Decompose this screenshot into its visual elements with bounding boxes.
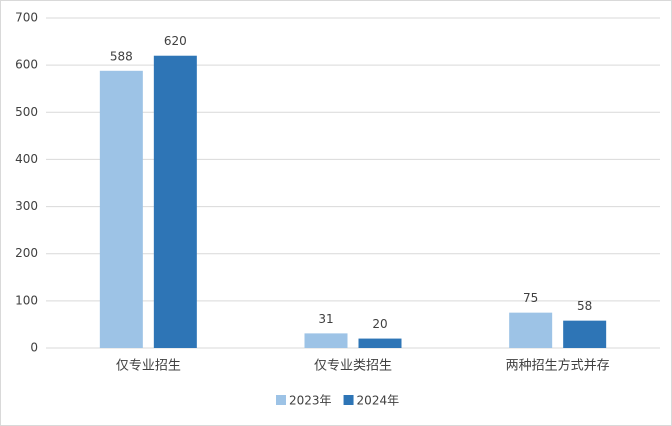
y-tick-label: 100 (15, 293, 38, 307)
y-tick-label: 400 (15, 152, 38, 166)
y-tick-label: 200 (15, 246, 38, 260)
bar (358, 338, 402, 348)
data-label: 75 (523, 291, 538, 305)
data-label: 620 (164, 34, 187, 48)
data-label: 588 (110, 49, 133, 63)
y-tick-label: 300 (15, 199, 38, 213)
bar (153, 55, 197, 348)
x-tick-label: 仅专业类招生 (314, 359, 392, 374)
bar (304, 333, 348, 348)
x-tick-label: 两种招生方式并存 (506, 358, 610, 374)
x-tick-label: 仅专业招生 (116, 359, 181, 374)
legend-label: 2024年 (357, 394, 400, 408)
bar (509, 312, 553, 348)
bar (99, 70, 143, 349)
y-tick-label: 600 (15, 58, 38, 72)
data-label: 20 (372, 317, 387, 331)
legend-label: 2023年 (289, 394, 332, 408)
y-tick-label: 0 (30, 341, 38, 355)
data-label: 58 (577, 299, 592, 313)
y-tick-label: 700 (15, 11, 38, 25)
legend-swatch (343, 395, 354, 405)
data-label: 31 (318, 312, 333, 326)
bar (563, 320, 607, 348)
y-tick-label: 500 (15, 105, 38, 119)
legend-swatch (276, 395, 286, 405)
